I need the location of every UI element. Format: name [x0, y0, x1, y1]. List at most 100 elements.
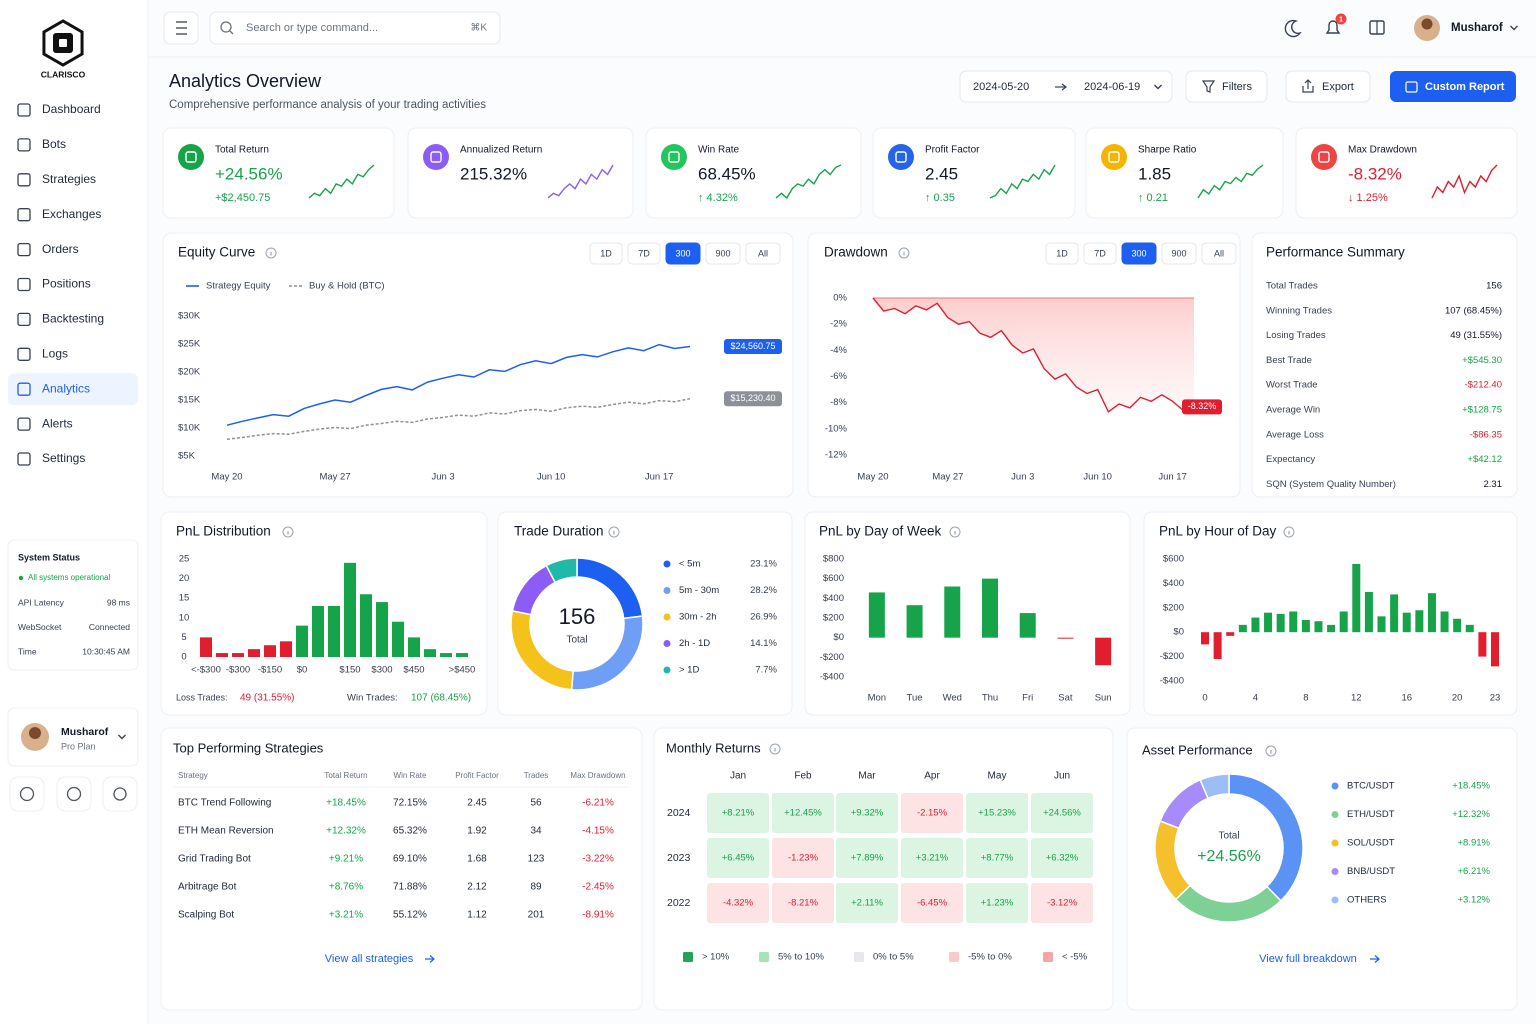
nav-item[interactable]: Bots	[42, 137, 66, 151]
x-tick-label: May 27	[319, 472, 350, 483]
icon-button[interactable]	[102, 776, 138, 812]
bar	[1453, 618, 1462, 633]
range-button[interactable]	[665, 242, 701, 265]
filters-label[interactable]: Filters	[1222, 81, 1252, 93]
range-button[interactable]	[1045, 242, 1079, 265]
kpi-sparkline	[1197, 164, 1264, 199]
x-tick-label: 20	[1452, 693, 1463, 704]
range-button[interactable]	[705, 242, 741, 265]
summary-label: Expectancy	[1266, 454, 1315, 465]
range-label[interactable]: 7D	[1094, 248, 1106, 258]
x-tick-label: Jun 3	[431, 472, 454, 483]
y-tick-label: -$400	[820, 672, 844, 683]
nav-item[interactable]: Alerts	[42, 416, 73, 430]
return-cell	[966, 838, 1028, 878]
nav-item[interactable]: Backtesting	[42, 312, 104, 326]
x-tick-label: May 20	[211, 472, 242, 483]
legend-dot	[663, 666, 671, 674]
nav-item[interactable]: Strategies	[42, 172, 96, 186]
range-button[interactable]	[1121, 242, 1157, 265]
bar	[456, 653, 468, 657]
bar	[1276, 613, 1285, 633]
x-tick-label: $450	[403, 665, 424, 676]
summary-value: 49 (31.55%)	[1450, 330, 1502, 341]
range-label[interactable]: All	[1214, 248, 1224, 258]
search-box[interactable]	[209, 11, 501, 45]
range-label[interactable]: 7D	[638, 248, 650, 258]
range-button[interactable]	[1083, 242, 1117, 265]
range-label[interactable]: All	[758, 248, 768, 258]
nav-item[interactable]: Positions	[42, 277, 91, 291]
user-card[interactable]	[7, 707, 139, 767]
link-arrow	[425, 955, 435, 963]
table-cell: Arbitrage Bot	[178, 882, 237, 893]
icon-glyph	[66, 786, 82, 802]
area-fill	[873, 298, 1194, 412]
range-button[interactable]	[1201, 242, 1237, 265]
value-label-bg	[724, 338, 782, 354]
return-value: -8.21%	[788, 898, 819, 909]
table-cell: +9.21%	[329, 854, 363, 865]
panel	[872, 127, 1076, 219]
nav-item[interactable]: Logs	[42, 346, 68, 360]
footer-label: Win Trades:	[347, 693, 398, 704]
range-label[interactable]: 1D	[1056, 248, 1068, 258]
nav-item[interactable]: Dashboard	[42, 102, 101, 116]
bar	[1352, 563, 1361, 633]
bar	[1377, 616, 1386, 633]
range-button[interactable]	[1161, 242, 1197, 265]
y-tick-label: $600	[1163, 554, 1184, 565]
return-value: -6.45%	[917, 898, 948, 909]
range-label[interactable]: 900	[715, 248, 730, 258]
icon-button[interactable]	[9, 776, 45, 812]
nav-item[interactable]: Settings	[42, 451, 85, 465]
line-series	[226, 343, 691, 426]
range-label[interactable]: 1D	[600, 248, 612, 258]
user-plan: Pro Plan	[61, 741, 96, 751]
y-tick-label: -6%	[830, 371, 847, 382]
range-button[interactable]	[589, 242, 623, 265]
view-breakdown-link[interactable]: View full breakdown	[1259, 953, 1357, 965]
table-cell: 2.12	[467, 882, 487, 893]
export-button[interactable]	[1285, 70, 1371, 103]
export-icon	[1302, 79, 1314, 93]
bar	[1238, 624, 1247, 633]
bar	[200, 637, 212, 657]
nav-item[interactable]: Exchanges	[42, 207, 101, 221]
legend-label: Buy & Hold (BTC)	[309, 281, 385, 292]
summary-value: +$42.12	[1467, 454, 1502, 465]
kpi-value: +24.56%	[215, 164, 283, 183]
chart-title: PnL by Day of Week	[819, 524, 942, 539]
range-button[interactable]	[627, 242, 661, 265]
nav-item[interactable]: Orders	[42, 242, 79, 256]
table-cell: Grid Trading Bot	[178, 854, 251, 865]
export-label[interactable]: Export	[1322, 81, 1354, 93]
nav-item[interactable]: Analytics	[42, 381, 90, 395]
range-label[interactable]: 900	[1171, 248, 1186, 258]
table-cell: 1.68	[467, 854, 487, 865]
filters-button[interactable]	[1185, 70, 1268, 103]
y-tick-label: -2%	[830, 319, 847, 330]
return-value: -2.15%	[917, 808, 948, 819]
bar	[1314, 621, 1323, 633]
range-button[interactable]	[745, 242, 781, 265]
status-label: API Latency	[18, 597, 65, 607]
bar	[296, 625, 308, 657]
custom-report-label[interactable]: Custom Report	[1425, 81, 1505, 93]
legend-label: OTHERS	[1347, 895, 1387, 906]
info-icon	[1265, 745, 1277, 757]
kpi-value: 2.45	[925, 164, 958, 183]
range-label[interactable]: 300	[1131, 248, 1146, 258]
icon-button[interactable]	[56, 776, 92, 812]
kpi-icon	[888, 144, 914, 170]
return-cell	[836, 883, 898, 923]
y-tick-label: -$200	[820, 652, 844, 663]
year-label: 2024	[667, 807, 691, 819]
custom-report-button[interactable]	[1390, 71, 1516, 102]
table-header: Win Rate	[394, 771, 427, 780]
view-all-link[interactable]: View all strategies	[325, 953, 414, 965]
bar	[1415, 610, 1424, 633]
range-label[interactable]: 300	[675, 248, 690, 258]
status-title: System Status	[18, 552, 80, 562]
